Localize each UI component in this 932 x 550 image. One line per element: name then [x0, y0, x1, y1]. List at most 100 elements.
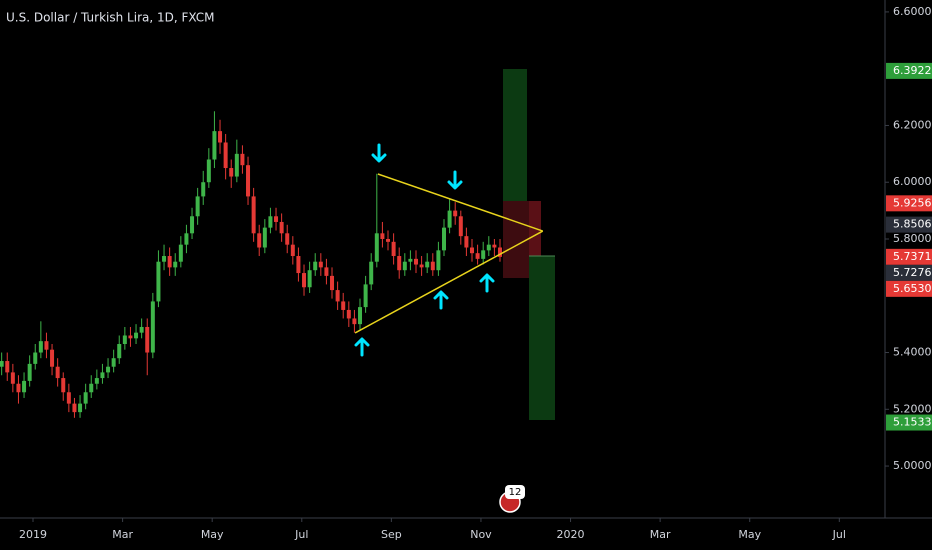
arrows [354, 143, 495, 357]
candle-body [223, 142, 228, 169]
price-label-box [886, 280, 932, 297]
y-tick-label: 5.80000 [893, 232, 932, 245]
x-tick-label: Jul [832, 528, 846, 541]
candle-body [190, 216, 195, 234]
price-label-box [886, 414, 932, 431]
candle-body [363, 284, 368, 308]
price-label-box [886, 264, 932, 281]
candle-body [380, 233, 385, 239]
candle-body [352, 318, 357, 325]
candle-body [391, 241, 396, 257]
candle-body [469, 247, 474, 254]
candle-body [458, 216, 463, 237]
candle-body [111, 358, 116, 367]
y-tick-label: 6.00000 [893, 175, 932, 188]
candle-body [307, 270, 312, 288]
y-tick-label: 6.20000 [893, 118, 932, 131]
candle-body [128, 335, 133, 339]
candle-body [94, 378, 99, 384]
candle-body [50, 349, 55, 367]
price-label: 5.72761 [893, 266, 932, 279]
candle-body [55, 366, 60, 379]
candle-body [251, 196, 256, 234]
candle-body [414, 258, 419, 265]
candle-body [178, 244, 183, 262]
x-tick-label: Sep [381, 528, 402, 541]
candle-body [257, 233, 262, 248]
price-label: 5.7371 [893, 250, 932, 263]
candle-body [453, 210, 458, 217]
candle-body [447, 210, 452, 228]
candle-body [290, 244, 295, 257]
candle-body [374, 233, 379, 262]
candle-body [262, 227, 267, 248]
candle-body [61, 378, 66, 393]
candle-body [234, 153, 239, 177]
x-tick-label: Jul [294, 528, 308, 541]
candle-body [195, 196, 200, 217]
candle-body [173, 261, 178, 268]
candle-body [313, 261, 318, 271]
candle-body [268, 216, 273, 228]
candle-body [318, 261, 323, 268]
events-badge[interactable]: 12 [499, 485, 525, 513]
candle-body [139, 326, 144, 333]
down-arrow [447, 170, 463, 190]
candle-body [83, 392, 88, 404]
candle-body [38, 341, 43, 353]
candle-body [10, 372, 15, 384]
candle-body [341, 301, 346, 310]
candle-body [106, 366, 111, 373]
candle-body [302, 273, 307, 288]
candle-body [335, 290, 340, 302]
candle-body [78, 403, 83, 413]
candle-body [134, 332, 139, 339]
profit-zone [529, 256, 555, 420]
candle-body [44, 341, 49, 350]
price-label: 6.39221 [893, 64, 932, 77]
candle-body [240, 153, 245, 166]
candle-body [497, 247, 502, 257]
candle-body [0, 361, 4, 367]
candle-body [419, 264, 424, 268]
candle-body [330, 275, 335, 291]
candle-body [150, 301, 155, 353]
candle-body [486, 244, 491, 251]
candle-body [27, 363, 32, 381]
candle-body [167, 256, 172, 268]
candle-body [464, 236, 469, 248]
candle-body [162, 256, 167, 262]
candles [0, 111, 502, 418]
candle-body [184, 233, 189, 245]
position-tools [503, 69, 555, 420]
y-tick-label: 5.00000 [893, 459, 932, 472]
candle-body [397, 256, 402, 271]
x-tick-label: Mar [650, 528, 671, 541]
candle-body [425, 261, 430, 268]
candle-body [201, 182, 206, 197]
candle-body [386, 238, 391, 242]
candle-body [16, 383, 21, 393]
price-label-box [886, 62, 932, 79]
candle-body [442, 227, 447, 251]
candle-body [285, 233, 290, 245]
trendline [377, 173, 544, 232]
candle-body [145, 326, 150, 353]
badge-count[interactable]: 12 [509, 487, 522, 498]
candle-body [436, 250, 441, 271]
candle-body [156, 261, 161, 302]
candle-body [296, 256, 301, 274]
candle-body [117, 344, 122, 359]
candle-body [246, 165, 251, 197]
price-label-box [886, 195, 932, 212]
candle-body [346, 309, 351, 319]
price-label: 5.65303 [893, 282, 932, 295]
badge-box[interactable] [505, 485, 525, 499]
x-tick-label: May [738, 528, 761, 541]
x-tick-label: 2019 [19, 528, 47, 541]
chart-title: U.S. Dollar / Turkish Lira, 1D, FXCM [6, 11, 214, 25]
